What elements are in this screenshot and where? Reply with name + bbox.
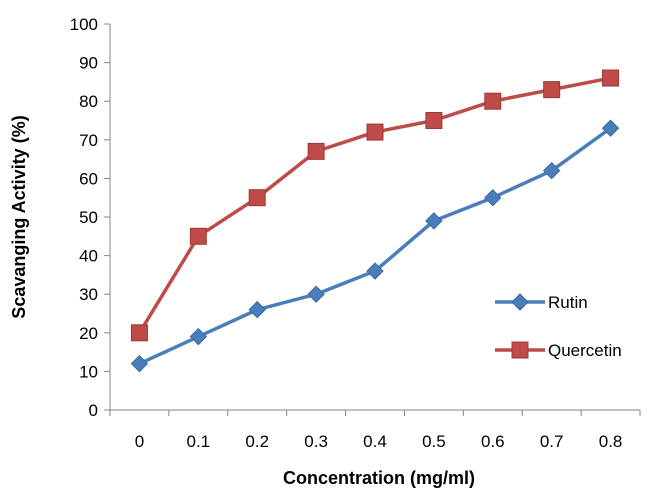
y-tick-label: 60 — [79, 169, 98, 188]
data-point — [484, 188, 502, 207]
data-point — [601, 119, 620, 137]
x-tick-label: 0.4 — [363, 432, 387, 451]
y-tick-label: 30 — [79, 285, 98, 304]
legend-label: Quercetin — [548, 341, 622, 360]
x-tick-label: 0 — [135, 432, 144, 451]
legend: Rutin Quercetin — [495, 293, 622, 360]
x-tick-label: 0.5 — [422, 432, 446, 451]
x-tick-label: 0.3 — [304, 432, 328, 451]
y-tick-label: 100 — [70, 15, 98, 34]
data-point — [543, 81, 561, 99]
x-tick-label: 0.7 — [540, 432, 564, 451]
series-rutin — [130, 119, 620, 373]
legend-label: Rutin — [548, 293, 588, 312]
data-point — [130, 324, 148, 342]
series-layer — [130, 69, 620, 373]
y-tick-label: 90 — [79, 54, 98, 73]
data-point — [602, 69, 620, 87]
data-point — [248, 189, 266, 207]
x-ticks: 0 0.1 0.2 0.3 0.4 0.5 0.6 0.7 0.8 — [109, 410, 641, 451]
series-line-rutin — [138, 126, 612, 366]
data-point — [425, 212, 443, 230]
x-tick-label: 0.6 — [481, 432, 505, 451]
data-point — [189, 227, 207, 245]
y-tick-label: 20 — [79, 324, 98, 343]
legend-item-quercetin: Quercetin — [495, 341, 622, 360]
data-point — [366, 123, 384, 141]
x-tick-label: 0.1 — [187, 432, 211, 451]
data-point — [307, 142, 325, 160]
y-tick-label: 50 — [79, 208, 98, 227]
data-point — [189, 327, 208, 346]
legend-swatch-marker — [511, 341, 529, 359]
y-axis-title: Scavanging Activity (%) — [9, 115, 29, 318]
data-point — [425, 112, 443, 129]
legend-swatch-marker — [511, 293, 529, 311]
y-tick-label: 70 — [79, 131, 98, 150]
y-tick-label: 0 — [89, 401, 98, 420]
data-point — [307, 285, 325, 303]
y-tick-label: 10 — [79, 362, 98, 381]
data-point — [130, 354, 149, 373]
x-axis-title: Concentration (mg/ml) — [283, 468, 475, 488]
x-tick-label: 0.2 — [245, 432, 269, 451]
series-line-quercetin — [137, 76, 611, 334]
data-point — [542, 161, 561, 180]
data-point — [248, 300, 266, 319]
series-quercetin — [130, 69, 620, 342]
data-point — [366, 262, 384, 280]
y-ticks: 0 10 20 30 40 50 60 70 80 90 100 — [70, 15, 110, 420]
y-tick-label: 80 — [79, 92, 98, 111]
x-tick-label: 0.8 — [599, 432, 623, 451]
data-point — [484, 92, 502, 110]
legend-item-rutin: Rutin — [495, 293, 588, 312]
y-tick-label: 40 — [79, 247, 98, 266]
